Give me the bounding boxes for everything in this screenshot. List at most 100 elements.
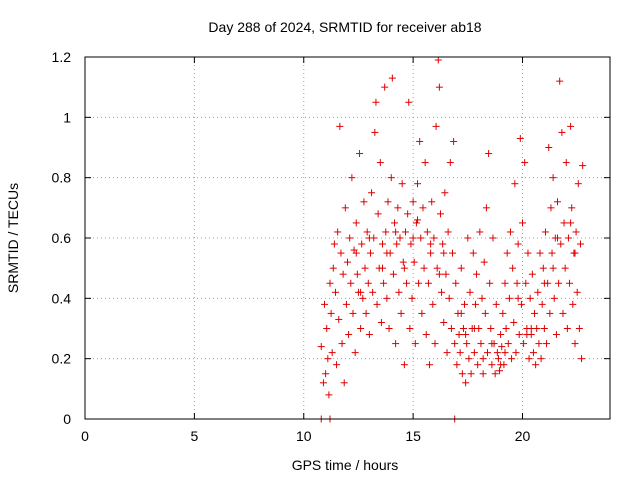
data-point <box>423 228 431 236</box>
data-point <box>414 180 421 188</box>
data-point <box>503 249 511 257</box>
data-point <box>482 204 490 212</box>
data-point <box>341 204 349 212</box>
data-point <box>379 264 386 272</box>
data-point <box>347 279 355 287</box>
x-tick-label: 15 <box>405 428 421 444</box>
data-point <box>331 288 339 296</box>
data-point <box>526 294 534 302</box>
data-point <box>333 361 341 369</box>
data-point <box>387 174 395 182</box>
data-point <box>393 240 401 248</box>
data-point <box>363 228 371 236</box>
data-point <box>477 340 485 348</box>
data-point <box>546 309 554 317</box>
data-point <box>446 159 454 167</box>
data-point <box>567 122 575 130</box>
data-point <box>484 349 491 357</box>
data-point <box>465 355 473 363</box>
data-point <box>571 249 579 257</box>
data-point <box>575 325 583 332</box>
data-point <box>339 270 347 278</box>
data-point <box>514 240 522 248</box>
data-point <box>429 300 437 308</box>
data-point <box>435 270 443 278</box>
data-point <box>534 288 542 296</box>
data-point <box>403 279 411 287</box>
data-point <box>556 77 564 85</box>
data-point <box>428 198 436 206</box>
data-point <box>537 355 545 363</box>
data-point <box>442 270 450 278</box>
data-point <box>399 258 407 266</box>
data-point <box>517 300 525 308</box>
data-point <box>478 294 486 302</box>
data-point <box>369 288 377 296</box>
data-point <box>457 309 465 317</box>
data-point <box>410 258 418 266</box>
data-point <box>362 309 370 317</box>
data-point <box>447 325 455 332</box>
data-point <box>358 240 366 248</box>
data-point <box>360 198 368 206</box>
data-point <box>351 349 359 357</box>
data-point <box>550 294 558 302</box>
data-point <box>352 249 360 257</box>
data-point <box>397 309 405 317</box>
data-point <box>473 270 481 278</box>
y-tick-label: 0.8 <box>52 170 72 186</box>
data-point <box>511 180 519 188</box>
data-point <box>545 144 553 151</box>
data-point <box>352 219 360 227</box>
data-point <box>455 331 463 339</box>
data-point <box>549 264 557 272</box>
data-point <box>327 309 335 317</box>
data-point <box>322 370 330 378</box>
data-point <box>451 340 459 348</box>
data-point <box>516 134 524 142</box>
data-point <box>488 340 496 348</box>
data-point <box>558 128 566 136</box>
data-point <box>427 249 435 257</box>
data-point <box>557 240 565 248</box>
data-point <box>444 228 452 236</box>
data-point <box>525 355 533 363</box>
data-point <box>521 159 529 167</box>
data-point <box>494 355 502 363</box>
data-point <box>385 325 393 332</box>
data-point <box>427 240 435 248</box>
data-point <box>549 174 557 182</box>
data-point <box>470 325 478 332</box>
y-tick-label: 0.2 <box>52 351 72 367</box>
data-point <box>366 249 374 257</box>
data-point <box>576 240 584 248</box>
data-point <box>524 249 532 257</box>
data-point <box>396 234 404 242</box>
data-point <box>420 264 428 272</box>
data-point <box>505 294 513 302</box>
axis-ticks <box>84 56 610 420</box>
data-point <box>391 219 399 227</box>
data-point <box>406 325 414 332</box>
data-point <box>398 180 406 188</box>
data-point <box>457 264 465 272</box>
data-point <box>371 128 379 136</box>
data-point <box>400 361 408 369</box>
data-point <box>543 340 551 348</box>
data-point <box>456 349 464 357</box>
data-point <box>436 210 444 218</box>
data-point <box>336 122 344 130</box>
data-point <box>443 349 451 357</box>
data-point <box>532 361 540 369</box>
y-tick-label: 0.4 <box>52 290 72 306</box>
data-point <box>440 249 448 257</box>
data-point <box>481 309 489 317</box>
data-point <box>329 264 337 272</box>
data-point <box>461 300 469 308</box>
data-point <box>438 288 446 296</box>
data-point <box>489 234 497 242</box>
data-point <box>486 279 494 287</box>
data-point <box>552 331 560 339</box>
data-point <box>407 240 415 248</box>
x-axis-label: GPS time / hours <box>292 457 399 473</box>
